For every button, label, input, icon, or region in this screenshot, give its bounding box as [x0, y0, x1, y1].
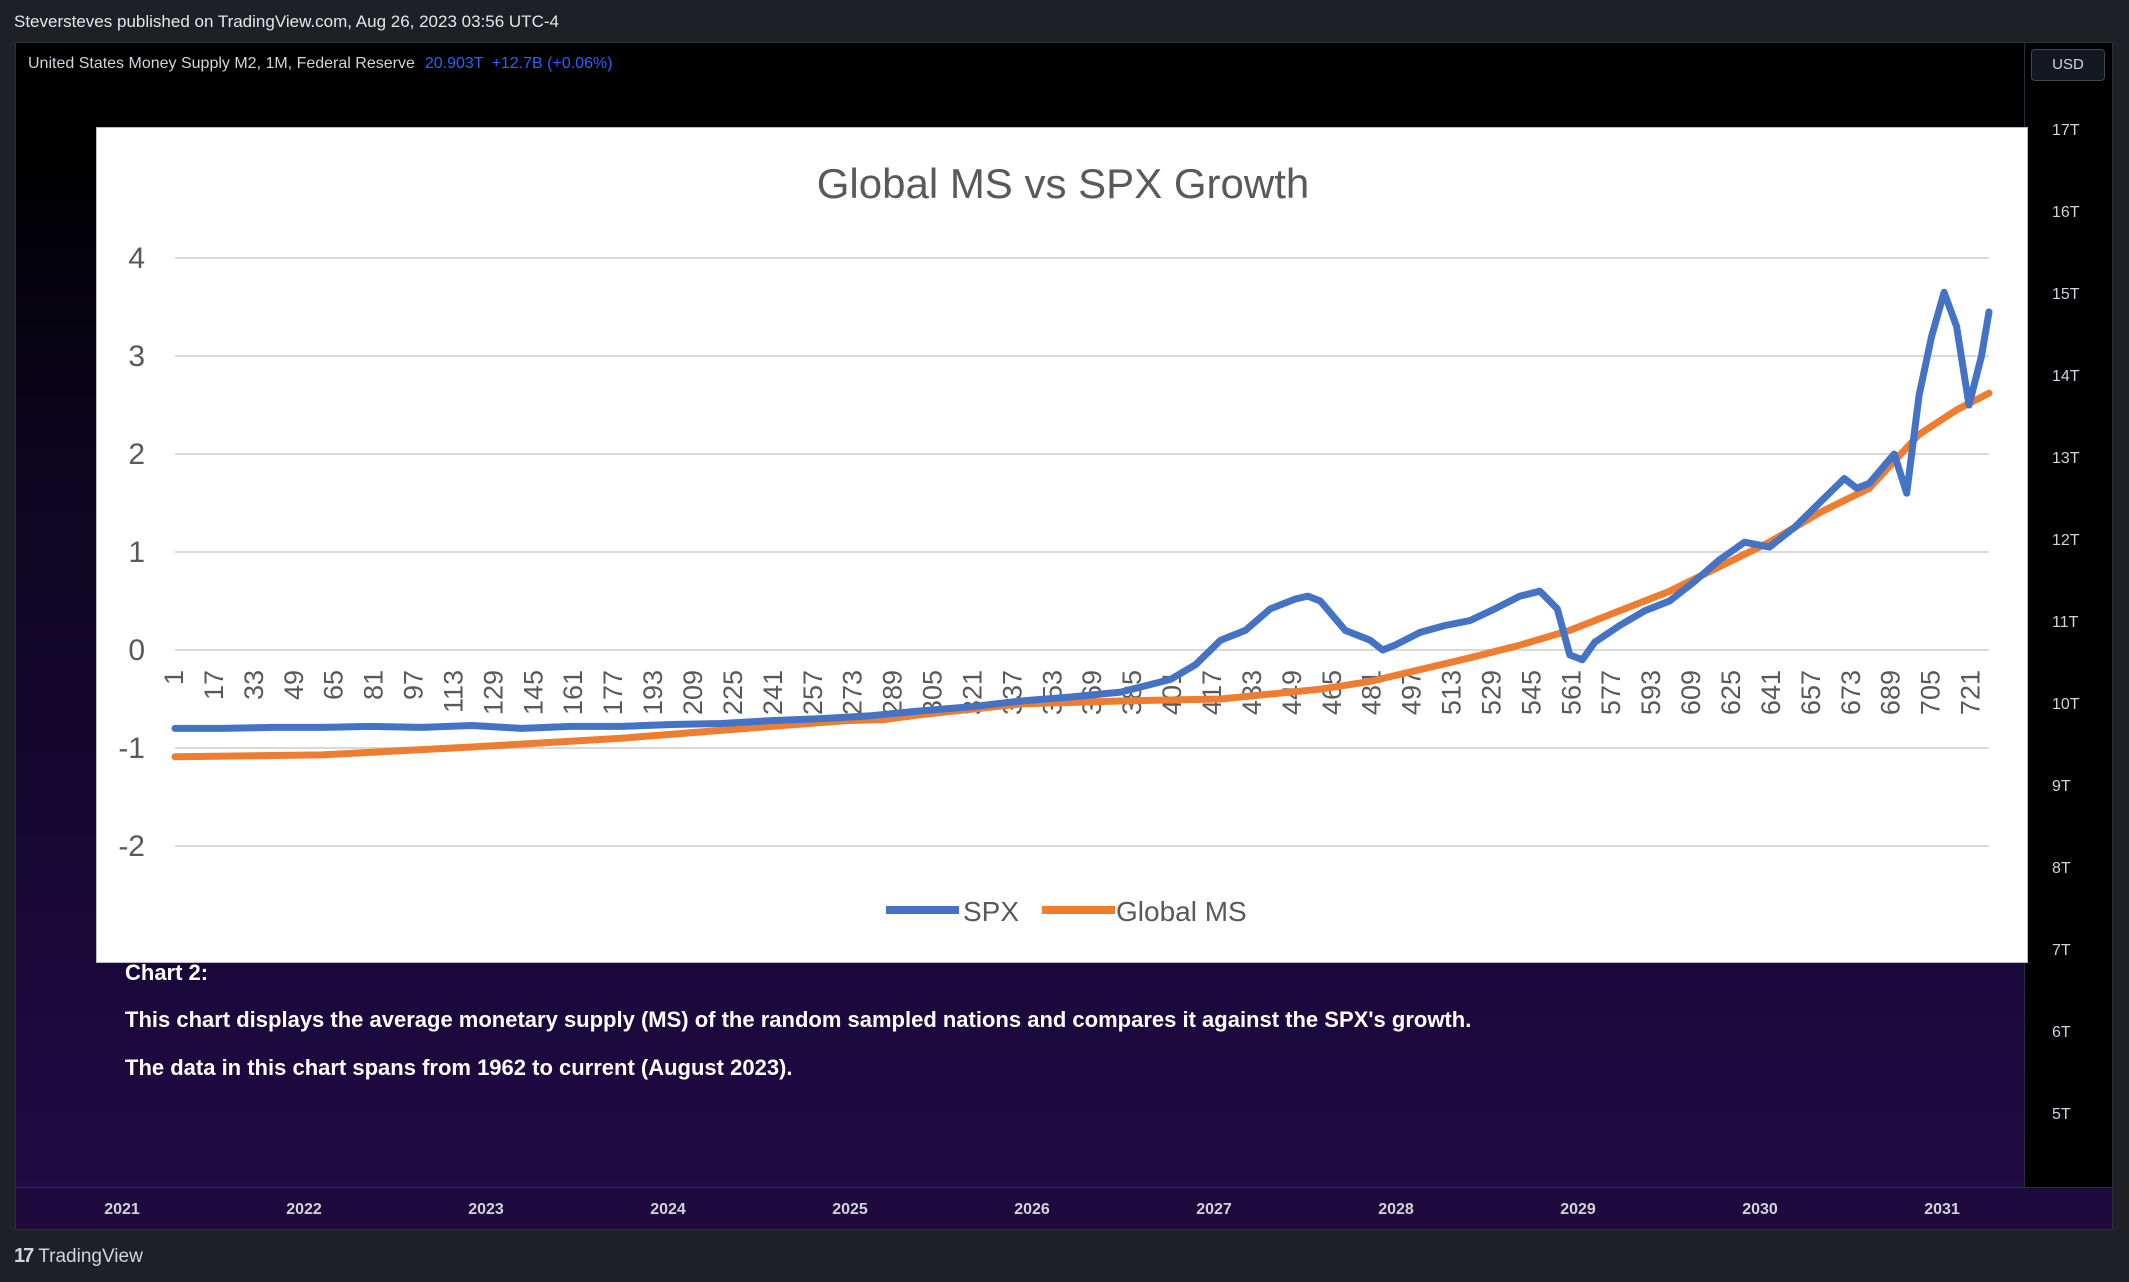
time-axis[interactable]: 2021 2022 2023 2024 2025 2026 2027 2028 2029 2030… — [16, 1187, 2112, 1229]
global-ms-series-line — [171, 389, 1993, 761]
x-tick-label: 65 — [319, 670, 349, 700]
chart-legend: SPX Global MS — [886, 896, 1247, 927]
x-tick-label: 113 — [438, 670, 468, 713]
footer-branding[interactable]: 17 TradingView — [14, 1245, 143, 1268]
time-tick-2027: 2027 — [1196, 1201, 1232, 1218]
x-tick-label: 641 — [1756, 670, 1786, 715]
time-tick-2031: 2031 — [1924, 1201, 1960, 1218]
legend-symbol: United States Money Supply M2, 1M, Feder… — [28, 55, 415, 72]
price-tick-7T: 7T — [2052, 942, 2071, 959]
x-tick-label: 177 — [598, 670, 628, 715]
time-tick-2029: 2029 — [1560, 1201, 1596, 1218]
x-tick-label: 257 — [798, 670, 828, 715]
price-tick-16T: 16T — [2052, 204, 2080, 221]
x-tick-label: 145 — [518, 670, 548, 715]
embedded-chart-image: Global MS vs SPX Growth 4 3 2 1 0 -1 -2 1 17 33 4… — [96, 127, 2028, 963]
x-tick-label: 353 — [1037, 670, 1067, 715]
x-tick-label: 97 — [399, 670, 429, 700]
x-tick-label: 465 — [1317, 670, 1347, 715]
publisher-text: Steversteves published on TradingView.co… — [14, 12, 559, 31]
x-tick-label: 161 — [558, 670, 588, 715]
x-tick-label: 49 — [279, 670, 309, 700]
price-tick-8T: 8T — [2052, 860, 2071, 877]
x-tick-label: 81 — [359, 670, 389, 700]
x-tick-label: 17 — [199, 670, 229, 700]
publisher-bar: Steversteves published on TradingView.co… — [0, 0, 2129, 42]
time-tick-2026: 2026 — [1014, 1201, 1050, 1218]
price-tick-17T: 17T — [2052, 122, 2080, 139]
y-tick-label: 3 — [128, 340, 145, 373]
note-line-1: This chart displays the average monetary… — [125, 1007, 1472, 1032]
y-tick-label: -1 — [118, 732, 145, 765]
x-tick-label: 417 — [1197, 670, 1227, 715]
x-tick-label: 193 — [638, 670, 668, 715]
time-tick-2025: 2025 — [832, 1201, 868, 1218]
x-tick-label: 593 — [1636, 670, 1666, 715]
time-tick-2028: 2028 — [1378, 1201, 1414, 1218]
price-tick-12T: 12T — [2052, 532, 2080, 549]
time-tick-2022: 2022 — [286, 1201, 322, 1218]
x-tick-label: 545 — [1516, 670, 1546, 715]
x-tick-label: 209 — [678, 670, 708, 715]
footer-brand-name: TradingView — [38, 1245, 143, 1267]
x-tick-label: 689 — [1876, 670, 1906, 715]
legend-label-spx: SPX — [963, 896, 1019, 927]
price-axis[interactable] — [2024, 43, 2112, 1187]
x-tick-label: 513 — [1437, 670, 1467, 715]
chart-title: Global MS vs SPX Growth — [817, 160, 1310, 207]
x-tick-label: 129 — [478, 670, 508, 715]
note-line-2: The data in this chart spans from 1962 t… — [125, 1055, 793, 1080]
x-tick-label: 33 — [239, 670, 269, 700]
price-tick-11T: 11T — [2052, 614, 2079, 631]
x-tick-label: 561 — [1556, 670, 1586, 715]
x-tick-label: 1 — [159, 670, 189, 685]
x-tick-label: 705 — [1916, 670, 1946, 715]
tradingview-logo-icon: 17 — [14, 1245, 34, 1267]
price-tick-10T: 10T — [2052, 696, 2080, 713]
y-tick-label: 0 — [128, 634, 145, 667]
x-tick-label: 577 — [1596, 670, 1626, 715]
y-tick-label: 1 — [128, 536, 145, 569]
x-tick-label: 657 — [1796, 670, 1826, 715]
x-tick-label: 673 — [1836, 670, 1866, 715]
legend-value: 20.903T — [424, 55, 484, 72]
y-tick-label: -2 — [118, 830, 145, 863]
series-legend[interactable]: United States Money Supply M2, 1M, Feder… — [28, 55, 613, 73]
x-tick-label: 609 — [1676, 670, 1706, 715]
time-tick-2024: 2024 — [650, 1201, 686, 1218]
time-tick-2021: 2021 — [104, 1201, 140, 1218]
legend-label-global-ms: Global MS — [1116, 896, 1247, 927]
y-tick-label: 2 — [128, 438, 145, 471]
price-tick-14T: 14T — [2052, 368, 2080, 385]
x-tick-label: 273 — [838, 670, 868, 715]
price-tick-13T: 13T — [2052, 450, 2080, 467]
x-tick-label: 289 — [878, 670, 908, 715]
note-heading: Chart 2: — [125, 960, 209, 985]
x-tick-label: 529 — [1476, 670, 1506, 715]
currency-button[interactable]: USD — [2031, 49, 2105, 81]
x-tick-label: 241 — [758, 670, 788, 715]
x-tick-label: 225 — [718, 670, 748, 715]
price-tick-5T: 5T — [2052, 1106, 2071, 1123]
time-tick-2023: 2023 — [468, 1201, 504, 1218]
y-tick-label: 4 — [128, 242, 145, 275]
x-tick-label: 625 — [1716, 670, 1746, 715]
price-tick-6T: 6T — [2052, 1024, 2071, 1041]
x-tick-label: 721 — [1956, 670, 1986, 715]
spx-series-line — [171, 288, 1993, 732]
legend-change: +12.7B (+0.06%) — [491, 55, 613, 72]
price-tick-9T: 9T — [2052, 778, 2071, 795]
chart-frame[interactable]: United States Money Supply M2, 1M, Feder… — [15, 42, 2113, 1230]
price-tick-15T: 15T — [2052, 286, 2080, 303]
time-tick-2030: 2030 — [1742, 1201, 1778, 1218]
